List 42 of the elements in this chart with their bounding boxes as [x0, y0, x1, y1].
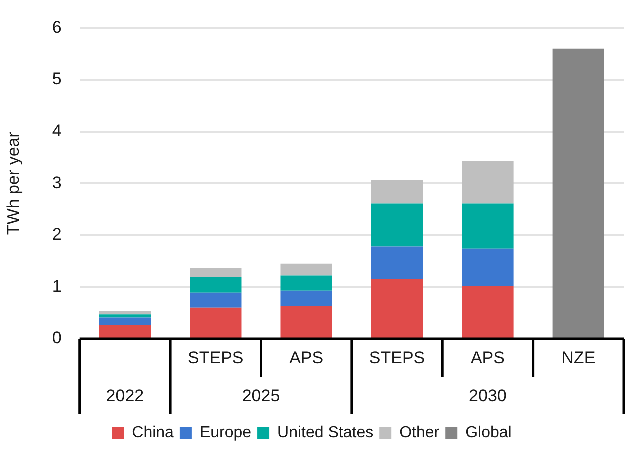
bar — [280, 306, 332, 338]
y-tick-label: 2 — [52, 225, 62, 244]
x-tick-label: STEPS — [369, 348, 426, 368]
y-tick-label: 1 — [52, 276, 62, 296]
y-tick-label: 0 — [52, 328, 62, 348]
y-tick-label: 5 — [52, 70, 62, 89]
bar — [552, 48, 604, 338]
bar — [99, 314, 152, 318]
bar — [462, 204, 514, 249]
bar — [190, 292, 242, 308]
bar — [190, 308, 242, 338]
bar — [190, 268, 242, 278]
bar — [371, 204, 424, 247]
bar — [190, 277, 242, 293]
y-tick-label: 6 — [52, 18, 62, 37]
y-tick-label: 4 — [52, 121, 62, 140]
x-tick-label: STEPS — [188, 348, 244, 368]
bar — [371, 246, 424, 280]
bar — [280, 264, 332, 276]
legend-label: Europe — [200, 424, 252, 442]
bar — [462, 161, 514, 204]
bar — [462, 248, 514, 286]
x-tick-label: APS — [470, 348, 505, 368]
bar — [280, 276, 332, 291]
bar — [99, 318, 152, 326]
legend-label: United States — [278, 424, 374, 442]
x-tick-label: APS — [290, 348, 324, 368]
legend-label: China — [132, 424, 174, 442]
bar — [462, 286, 514, 338]
bar — [99, 311, 152, 315]
bar — [99, 325, 152, 338]
legend-label: Other — [400, 424, 440, 442]
bar — [371, 279, 424, 338]
bar — [371, 180, 424, 204]
legend-label: Global — [466, 424, 512, 442]
text: 2022 — [106, 386, 144, 406]
text: 2030 — [469, 386, 507, 406]
x-tick-label: NZE — [562, 348, 596, 368]
y-axis-title: TWh per year — [4, 132, 23, 236]
bar — [280, 290, 332, 306]
text: 2025 — [242, 386, 280, 406]
y-tick-label: 3 — [52, 173, 62, 192]
